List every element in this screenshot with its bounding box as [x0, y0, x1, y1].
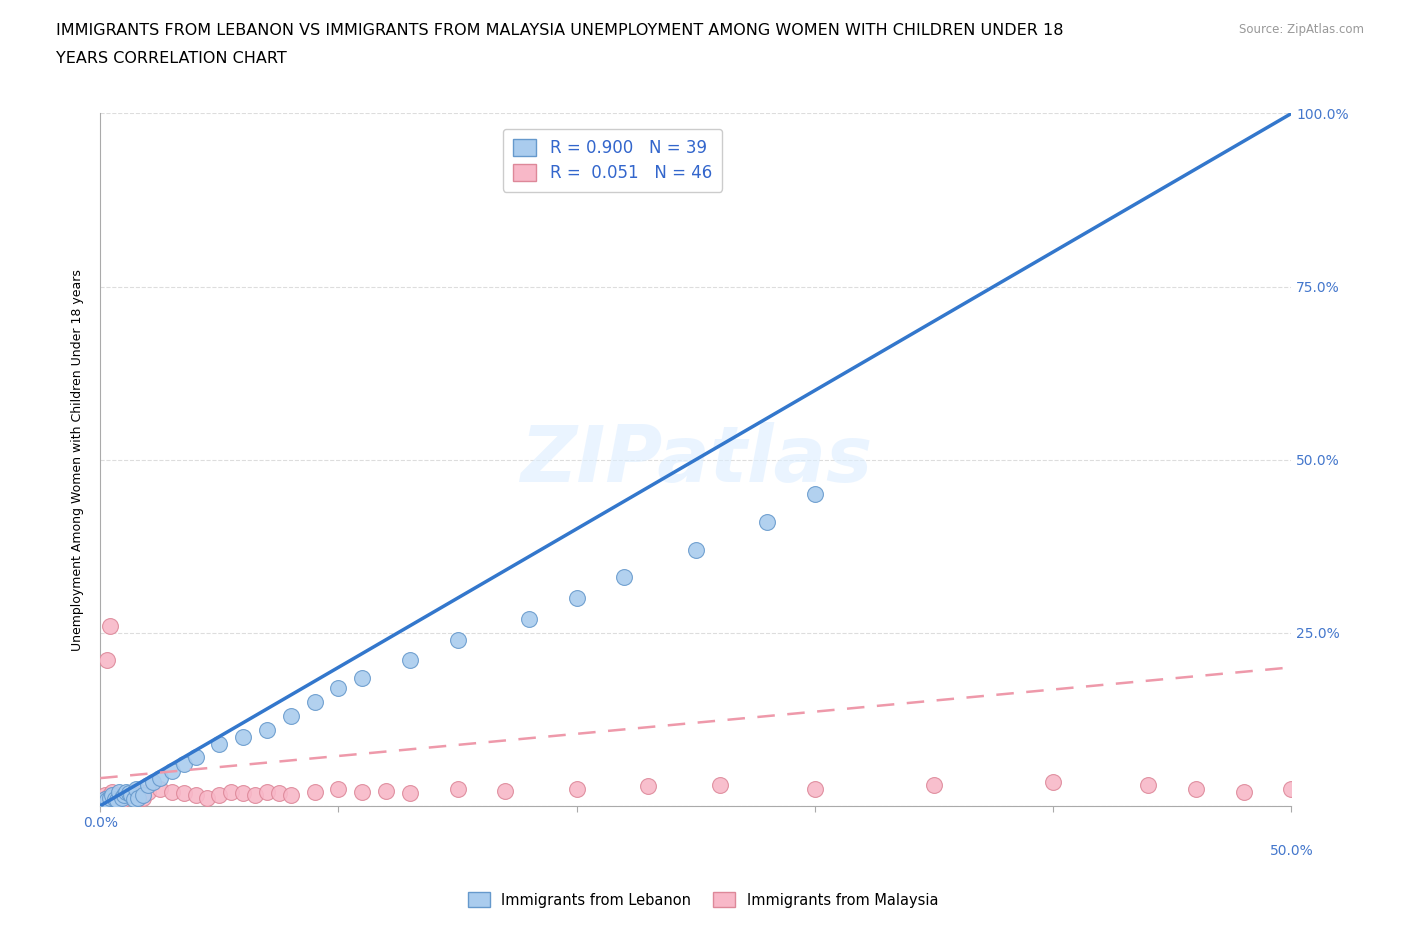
- Point: [1279, 781, 1302, 796]
- Point: [125, 781, 148, 796]
- Point: [108, 791, 131, 806]
- Point: [399, 786, 422, 801]
- Point: [399, 653, 422, 668]
- Point: [94, 788, 117, 803]
- Point: [352, 671, 374, 685]
- Point: [637, 779, 659, 794]
- Point: [232, 786, 254, 801]
- Point: [91, 791, 114, 806]
- Point: [122, 791, 145, 806]
- Point: [127, 790, 149, 805]
- Point: [142, 774, 165, 789]
- Point: [197, 790, 219, 805]
- Point: [105, 790, 128, 805]
- Point: [756, 514, 779, 529]
- Point: [804, 486, 827, 501]
- Text: IMMIGRANTS FROM LEBANON VS IMMIGRANTS FROM MALAYSIA UNEMPLOYMENT AMONG WOMEN WIT: IMMIGRANTS FROM LEBANON VS IMMIGRANTS FR…: [56, 23, 1064, 38]
- Point: [446, 781, 468, 796]
- Legend: R = 0.900   N = 39, R =  0.051   N = 46: R = 0.900 N = 39, R = 0.051 N = 46: [503, 128, 721, 192]
- Point: [103, 788, 125, 803]
- Point: [173, 786, 195, 801]
- Point: [103, 791, 125, 806]
- Point: [1137, 777, 1160, 792]
- Point: [565, 781, 588, 796]
- Point: [517, 611, 540, 626]
- Point: [1233, 785, 1256, 800]
- Point: [1185, 781, 1208, 796]
- Point: [160, 785, 183, 800]
- Point: [122, 785, 145, 800]
- Point: [208, 736, 231, 751]
- Point: [1042, 774, 1064, 789]
- Point: [328, 681, 350, 696]
- Point: [96, 653, 118, 668]
- Point: [184, 788, 207, 803]
- Point: [127, 788, 149, 803]
- Text: 50.0%: 50.0%: [1270, 844, 1313, 857]
- Point: [136, 785, 159, 800]
- Point: [922, 777, 945, 792]
- Point: [219, 785, 242, 800]
- Point: [120, 788, 142, 803]
- Point: [375, 783, 398, 798]
- Point: [94, 791, 117, 806]
- Point: [494, 783, 516, 798]
- Point: [96, 790, 118, 805]
- Point: [111, 790, 134, 805]
- Point: [101, 785, 124, 800]
- Point: [328, 781, 350, 796]
- Point: [160, 764, 183, 778]
- Point: [304, 785, 326, 800]
- Point: [132, 788, 155, 803]
- Point: [184, 750, 207, 764]
- Point: [111, 793, 134, 808]
- Text: Source: ZipAtlas.com: Source: ZipAtlas.com: [1239, 23, 1364, 36]
- Point: [98, 618, 121, 633]
- Point: [132, 790, 155, 805]
- Point: [565, 591, 588, 605]
- Point: [136, 777, 159, 792]
- Point: [108, 785, 131, 800]
- Point: [256, 723, 278, 737]
- Point: [101, 788, 124, 803]
- Point: [280, 788, 302, 803]
- Point: [91, 795, 114, 810]
- Legend: Immigrants from Lebanon, Immigrants from Malaysia: Immigrants from Lebanon, Immigrants from…: [463, 886, 943, 913]
- Point: [280, 709, 302, 724]
- Point: [149, 781, 172, 796]
- Point: [267, 786, 290, 801]
- Text: ZIPatlas: ZIPatlas: [520, 421, 872, 498]
- Point: [613, 570, 636, 585]
- Point: [98, 790, 121, 805]
- Point: [243, 788, 266, 803]
- Point: [96, 793, 118, 808]
- Point: [115, 785, 138, 800]
- Point: [118, 786, 141, 801]
- Point: [446, 632, 468, 647]
- Point: [98, 788, 121, 803]
- Point: [352, 785, 374, 800]
- Point: [304, 695, 326, 710]
- Point: [112, 788, 135, 803]
- Point: [118, 786, 141, 801]
- Text: YEARS CORRELATION CHART: YEARS CORRELATION CHART: [56, 51, 287, 66]
- Point: [709, 777, 731, 792]
- Point: [105, 793, 128, 808]
- Point: [232, 729, 254, 744]
- Y-axis label: Unemployment Among Women with Children Under 18 years: Unemployment Among Women with Children U…: [72, 269, 84, 651]
- Point: [173, 757, 195, 772]
- Point: [804, 781, 827, 796]
- Point: [149, 771, 172, 786]
- Point: [112, 788, 135, 803]
- Point: [208, 788, 231, 803]
- Point: [256, 785, 278, 800]
- Point: [685, 542, 707, 557]
